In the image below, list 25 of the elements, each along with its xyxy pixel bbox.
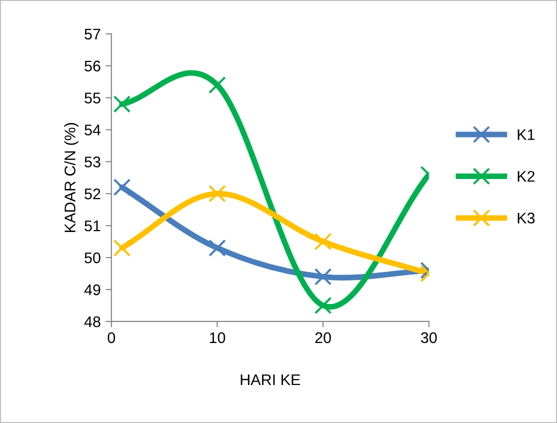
- x-tick-label: 0: [108, 332, 116, 344]
- y-tick-label: 49: [84, 284, 100, 296]
- point: [314, 296, 332, 314]
- x-tick-label: 20: [315, 332, 331, 344]
- legend-label: K1: [518, 129, 535, 140]
- y-tick-label: 48: [84, 316, 100, 328]
- legend-label: K3: [518, 212, 535, 224]
- point: [314, 232, 332, 250]
- point: [113, 178, 131, 196]
- y-axis-title: KADAR C/N (%): [64, 123, 78, 232]
- y-tick-label: 51: [84, 220, 100, 232]
- y-tick-label: 54: [84, 124, 101, 136]
- point: [113, 95, 131, 113]
- x-tick-label: 10: [210, 332, 226, 344]
- y-tick-label: 50: [84, 252, 100, 264]
- point: [113, 239, 131, 257]
- y-tick-label: 53: [84, 156, 100, 168]
- point: [314, 268, 332, 286]
- y-tick-label: 55: [84, 92, 100, 104]
- x-tick-label: 30: [420, 332, 437, 344]
- y-tick-label: 57: [84, 28, 100, 40]
- y-tick-label: 52: [84, 188, 100, 200]
- y-tick-label: 56: [84, 60, 100, 72]
- x-axis-title: HARI KE: [240, 374, 300, 385]
- legend-label: K2: [518, 170, 534, 182]
